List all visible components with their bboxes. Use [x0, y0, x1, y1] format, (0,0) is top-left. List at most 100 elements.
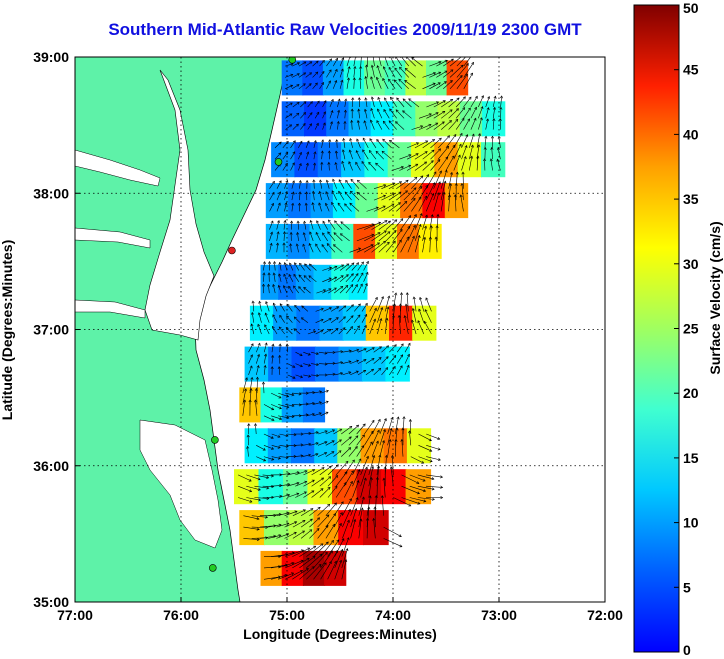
arrow-head [295, 243, 299, 247]
arrow-head [395, 121, 399, 125]
velocity-arrow [436, 70, 448, 78]
arrow-head [290, 73, 294, 77]
arrow-head [284, 202, 288, 206]
velocity-arrow [352, 480, 359, 498]
velocity-arrow [292, 404, 302, 406]
velocity-arrow [276, 523, 289, 528]
arrow-head [345, 548, 349, 552]
arrow-head [372, 454, 376, 458]
arrow-head [471, 61, 474, 65]
x-tick-label: 73:00 [481, 607, 517, 623]
velocity-arrow [328, 287, 337, 294]
velocity-arrow [299, 191, 301, 201]
arrow-head [328, 328, 332, 332]
arrow-head [371, 465, 375, 469]
velocity-cell [397, 223, 420, 259]
velocity-arrow [402, 110, 412, 119]
velocity-arrow [404, 354, 410, 364]
arrow-head [440, 496, 444, 500]
arrow-head [249, 365, 253, 369]
arrow-head [303, 275, 307, 279]
velocity-cell [322, 60, 345, 96]
velocity-arrow [283, 220, 286, 230]
velocity-arrow [425, 297, 432, 312]
velocity-arrow [279, 303, 285, 312]
arrow-head [499, 95, 503, 99]
colorbar-tick-label: 15 [683, 450, 699, 466]
velocity-arrow [316, 220, 321, 230]
velocity-arrow [381, 356, 389, 364]
velocity-arrow [339, 285, 349, 294]
arrow-head [354, 508, 358, 512]
arrow-head [367, 506, 371, 510]
arrow-head [450, 69, 454, 73]
arrow-head [420, 125, 424, 129]
velocity-cell [364, 142, 389, 178]
arrow-head [303, 101, 307, 105]
velocity-arrow [377, 307, 383, 323]
velocity-arrow [256, 456, 266, 462]
arrow-head [497, 147, 501, 151]
arrow-head [416, 491, 420, 495]
arrow-head [455, 118, 459, 122]
arrow-head [304, 480, 308, 484]
velocity-arrow [396, 343, 404, 353]
velocity-arrow [417, 485, 435, 490]
arrow-head [423, 489, 427, 493]
velocity-arrow [291, 191, 294, 201]
arrow-head [278, 261, 282, 265]
velocity-arrow [371, 430, 380, 446]
velocity-arrow [449, 75, 463, 90]
arrow-head [331, 190, 335, 194]
velocity-arrow [337, 110, 340, 119]
arrow-head [334, 150, 338, 154]
velocity-arrow [413, 296, 417, 312]
velocity-arrow [414, 151, 428, 160]
colorbar-tick-label: 35 [683, 191, 699, 207]
velocity-arrow [364, 441, 373, 457]
velocity-arrow [278, 326, 285, 335]
velocity-arrow [323, 318, 332, 323]
arrow-head [485, 118, 489, 122]
velocity-arrow [369, 318, 376, 335]
arrow-head [305, 568, 309, 571]
velocity-arrow [293, 274, 300, 282]
arrow-head [333, 232, 337, 236]
velocity-arrow [350, 508, 357, 528]
arrow-head [378, 346, 382, 350]
arrow-head [302, 123, 306, 127]
arrow-head [363, 324, 367, 328]
velocity-arrow [285, 124, 292, 130]
velocity-arrow [424, 321, 432, 335]
arrow-head [340, 286, 344, 289]
arrow-head [356, 480, 360, 484]
arrow-head [370, 107, 374, 112]
arrow-head [382, 138, 386, 142]
velocity-arrow [334, 362, 343, 364]
velocity-arrow [321, 150, 323, 160]
velocity-arrow [327, 561, 337, 580]
velocity-cell [239, 387, 262, 423]
arrow-head [443, 180, 447, 184]
velocity-arrow [295, 351, 303, 356]
velocity-cell [387, 142, 412, 178]
velocity-arrow [417, 474, 434, 480]
arrow-head [368, 161, 372, 165]
arrow-head [425, 184, 429, 188]
arrow-head [424, 151, 428, 154]
arrow-head [419, 186, 423, 189]
arrow-head [328, 69, 332, 73]
velocity-arrow [433, 121, 445, 130]
velocity-arrow [461, 183, 464, 201]
arrow-head [350, 273, 354, 277]
velocity-arrow [246, 474, 261, 480]
velocity-arrow [282, 152, 289, 160]
velocity-arrow [357, 348, 367, 353]
arrow-head [342, 316, 346, 320]
arrow-head [262, 447, 266, 451]
arrow-head [320, 543, 324, 547]
arrow-head [467, 107, 471, 111]
arrow-head [483, 158, 487, 162]
velocity-arrow [396, 365, 403, 376]
